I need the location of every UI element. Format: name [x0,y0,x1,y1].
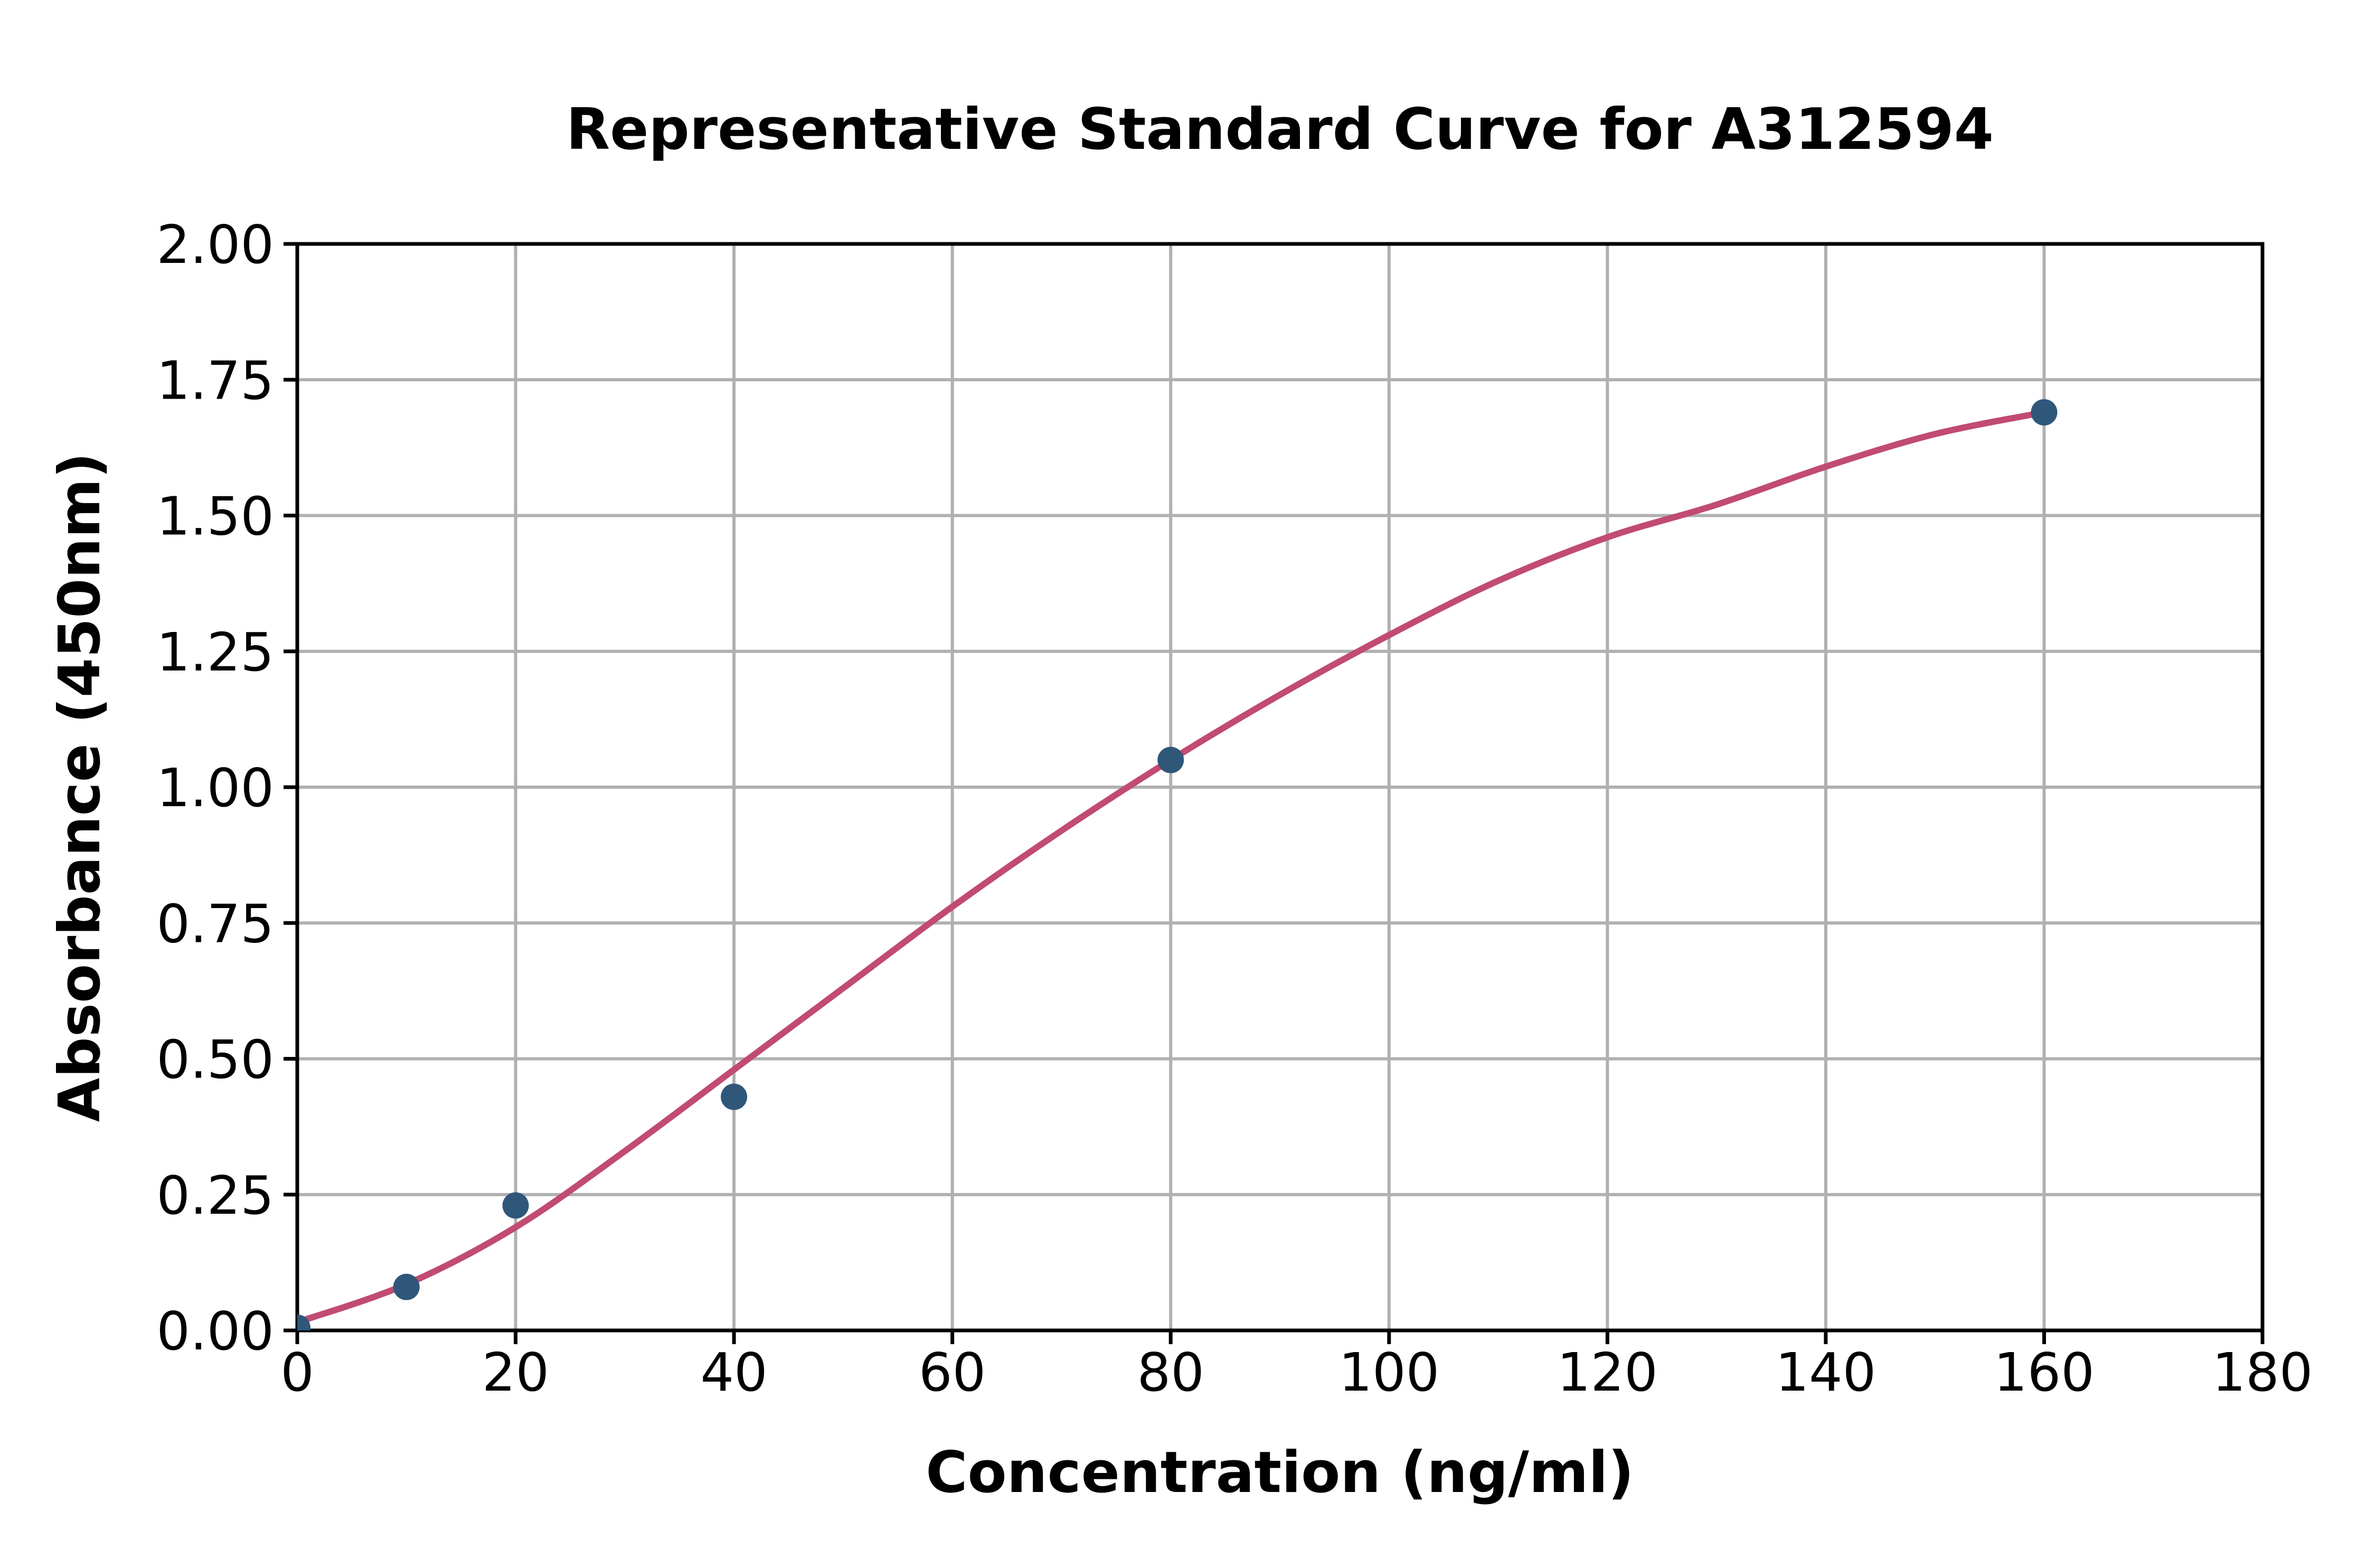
data-point [297,1314,310,1330]
data-point [1157,747,1184,773]
y-tick-label: 0.25 [156,1165,274,1226]
y-axis-label: Absorbance (450nm) [47,452,113,1122]
x-tick-label: 180 [2212,1342,2313,1403]
y-tick-label: 1.00 [156,757,274,819]
x-tick-label: 140 [1775,1342,1876,1403]
y-tick-label: 0.00 [156,1300,274,1362]
fit-curve-line [297,409,2048,1326]
x-tick-label: 100 [1338,1342,1439,1403]
y-tick-label: 2.00 [156,214,274,276]
chart-title: Representative Standard Curve for A31259… [566,97,1994,163]
y-tick-label: 0.75 [156,893,274,955]
axis-ticks [284,242,2265,1344]
x-axis-label: Concentration (ng/ml) [926,1440,1634,1506]
data-points [297,399,2058,1330]
data-point [502,1192,529,1219]
x-tick-label: 60 [919,1342,986,1403]
data-point [2031,399,2058,426]
x-tick-labels: 0 20 40 60 80 100 120 140 160 180 [280,1342,2313,1403]
x-tick-label: 40 [700,1342,767,1403]
y-tick-label: 0.50 [156,1029,274,1091]
x-tick-label: 120 [1557,1342,1658,1403]
x-tick-label: 160 [1994,1342,2095,1403]
y-tick-label: 1.75 [156,350,274,411]
x-tick-label: 80 [1137,1342,1204,1403]
y-tick-labels: 0.00 0.25 0.50 0.75 1.00 1.25 1.50 1.75 2.00 [156,214,274,1362]
y-tick-label: 1.25 [156,621,274,683]
gridlines [297,244,2262,1330]
data-point [393,1273,420,1300]
x-tick-label: 0 [280,1342,314,1403]
x-tick-label: 20 [482,1342,549,1403]
y-tick-label: 1.50 [156,486,274,547]
axes-box [295,242,2265,1333]
data-point [721,1083,748,1110]
